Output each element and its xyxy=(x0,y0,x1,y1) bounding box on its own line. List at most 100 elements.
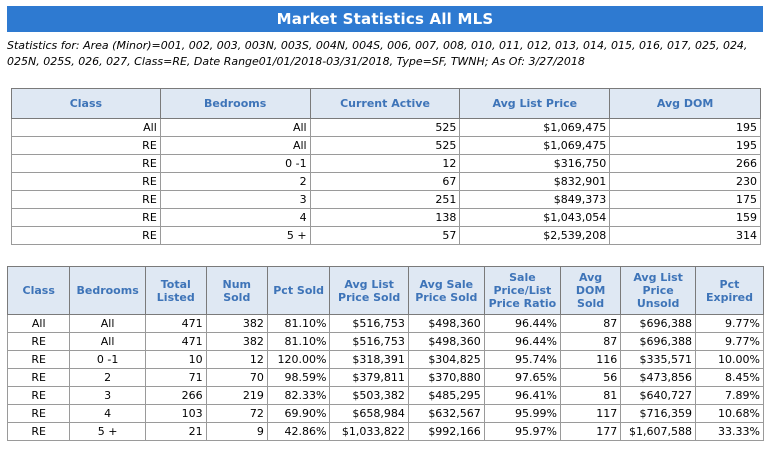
cell-avg-dom-sold: 117 xyxy=(559,404,622,423)
cell-avg-sale-price-sold: $498,360 xyxy=(407,332,485,351)
cell-pct-sold: 98.59% xyxy=(266,368,331,387)
header-avg-sale-price-sold[interactable]: Avg Sale Price Sold xyxy=(407,266,485,315)
header-avg-dom-sold[interactable]: Avg DOM Sold xyxy=(559,266,622,315)
cell-avg-dom: 314 xyxy=(609,226,761,245)
cell-avg-list-price: $2,539,208 xyxy=(459,226,611,245)
header-num-sold[interactable]: Num Sold xyxy=(205,266,268,315)
cell-class: RE xyxy=(11,136,161,155)
table-row: RE 3 251 $849,373 175 xyxy=(11,190,761,209)
cell-total-listed: 471 xyxy=(144,314,207,333)
cell-class: All xyxy=(11,118,161,137)
cell-pct-sold: 42.86% xyxy=(266,422,331,441)
header-class[interactable]: Class xyxy=(11,88,161,119)
cell-bedrooms: 2 xyxy=(69,368,146,387)
cell-class: RE xyxy=(11,154,161,173)
cell-sale-list-ratio: 95.97% xyxy=(483,422,561,441)
cell-avg-list-price-unsold: $473,856 xyxy=(620,368,696,387)
cell-total-listed: 71 xyxy=(144,368,207,387)
cell-avg-sale-price-sold: $632,567 xyxy=(407,404,485,423)
cell-avg-list-price: $832,901 xyxy=(459,172,611,191)
cell-sale-list-ratio: 96.44% xyxy=(483,332,561,351)
cell-pct-sold: 81.10% xyxy=(266,314,331,333)
header-class[interactable]: Class xyxy=(6,266,71,315)
cell-class: RE xyxy=(6,386,71,405)
header-avg-list-price-sold[interactable]: Avg List Price Sold xyxy=(329,266,409,315)
cell-bedrooms: All xyxy=(69,332,146,351)
cell-avg-list-price-sold: $379,811 xyxy=(329,368,409,387)
cell-class: RE xyxy=(6,404,71,423)
cell-pct-expired: 33.33% xyxy=(694,422,765,441)
cell-class: RE xyxy=(6,350,71,369)
table-row: RE 2 71 70 98.59% $379,811 $370,880 97.65% 56 $47… xyxy=(6,368,765,387)
cell-bedrooms: 4 xyxy=(69,404,146,423)
header-avg-list-price[interactable]: Avg List Price xyxy=(459,88,611,119)
cell-bedrooms: 3 xyxy=(69,386,146,405)
cell-avg-sale-price-sold: $992,166 xyxy=(407,422,485,441)
cell-bedrooms: 3 xyxy=(159,190,311,209)
header-bedrooms[interactable]: Bedrooms xyxy=(159,88,311,119)
cell-total-listed: 10 xyxy=(144,350,207,369)
cell-sale-list-ratio: 95.74% xyxy=(483,350,561,369)
cell-avg-sale-price-sold: $485,295 xyxy=(407,386,485,405)
cell-avg-list-price-sold: $318,391 xyxy=(329,350,409,369)
cell-bedrooms: 0 -1 xyxy=(159,154,311,173)
header-pct-sold[interactable]: Pct Sold xyxy=(266,266,331,315)
cell-current-active: 57 xyxy=(309,226,461,245)
cell-avg-list-price-unsold: $696,388 xyxy=(620,332,696,351)
cell-bedrooms: 5 + xyxy=(159,226,311,245)
cell-current-active: 525 xyxy=(309,136,461,155)
table-row: RE 2 67 $832,901 230 xyxy=(11,172,761,191)
cell-class: RE xyxy=(11,172,161,191)
cell-avg-dom-sold: 81 xyxy=(559,386,622,405)
cell-pct-sold: 69.90% xyxy=(266,404,331,423)
cell-num-sold: 382 xyxy=(205,314,268,333)
cell-pct-sold: 81.10% xyxy=(266,332,331,351)
cell-class: RE xyxy=(6,422,71,441)
cell-pct-expired: 9.77% xyxy=(694,332,765,351)
table-row: RE 5 +21 9 42.86% $1,033,822 $992,166 95.97% 17… xyxy=(6,422,765,441)
cell-avg-dom-sold: 87 xyxy=(559,314,622,333)
table-row: RE 5 +57 $2,539,208 314 xyxy=(11,226,761,245)
cell-avg-list-price-unsold: $696,388 xyxy=(620,314,696,333)
cell-avg-dom-sold: 177 xyxy=(559,422,622,441)
cell-avg-list-price-unsold: $1,607,588 xyxy=(620,422,696,441)
cell-current-active: 12 xyxy=(309,154,461,173)
cell-avg-dom: 230 xyxy=(609,172,761,191)
header-current-active[interactable]: Current Active xyxy=(309,88,461,119)
cell-avg-list-price: $849,373 xyxy=(459,190,611,209)
table-row: All All 525 $1,069,475 195 xyxy=(11,118,761,137)
cell-avg-list-price: $316,750 xyxy=(459,154,611,173)
cell-pct-sold: 120.00% xyxy=(266,350,331,369)
cell-bedrooms: All xyxy=(159,136,311,155)
header-avg-dom[interactable]: Avg DOM xyxy=(609,88,761,119)
sold-table-header-row: Class Bedrooms Total Listed Num Sold Pct… xyxy=(6,266,765,315)
cell-class: RE xyxy=(11,208,161,227)
table-row: RE 0 -1 10 12 120.00% $318,391 $304,825 95.74% 1… xyxy=(6,350,765,369)
cell-avg-dom-sold: 87 xyxy=(559,332,622,351)
header-total-listed[interactable]: Total Listed xyxy=(144,266,207,315)
report-title-bar: Market Statistics All MLS xyxy=(7,6,763,32)
cell-avg-list-price: $1,069,475 xyxy=(459,118,611,137)
cell-avg-dom-sold: 116 xyxy=(559,350,622,369)
cell-bedrooms: 2 xyxy=(159,172,311,191)
cell-avg-list-price-sold: $658,984 xyxy=(329,404,409,423)
cell-avg-list-price-unsold: $716,359 xyxy=(620,404,696,423)
cell-avg-dom: 266 xyxy=(609,154,761,173)
cell-pct-expired: 10.00% xyxy=(694,350,765,369)
sold-listings-table: Class Bedrooms Total Listed Num Sold Pct… xyxy=(6,266,765,441)
active-listings-table: Class Bedrooms Current Active Avg List P… xyxy=(11,88,761,245)
header-bedrooms[interactable]: Bedrooms xyxy=(69,266,146,315)
header-avg-list-price-unsold[interactable]: Avg List Price Unsold xyxy=(620,266,696,315)
cell-pct-expired: 10.68% xyxy=(694,404,765,423)
cell-total-listed: 21 xyxy=(144,422,207,441)
cell-avg-sale-price-sold: $498,360 xyxy=(407,314,485,333)
cell-avg-list-price-unsold: $640,727 xyxy=(620,386,696,405)
cell-num-sold: 9 xyxy=(205,422,268,441)
report-title: Market Statistics All MLS xyxy=(276,10,494,28)
cell-num-sold: 70 xyxy=(205,368,268,387)
header-pct-expired[interactable]: Pct Expired xyxy=(694,266,765,315)
header-sale-list-ratio[interactable]: Sale Price/List Price Ratio xyxy=(483,266,561,315)
table-row: RE 4 138 $1,043,054 159 xyxy=(11,208,761,227)
cell-avg-dom: 159 xyxy=(609,208,761,227)
cell-current-active: 138 xyxy=(309,208,461,227)
